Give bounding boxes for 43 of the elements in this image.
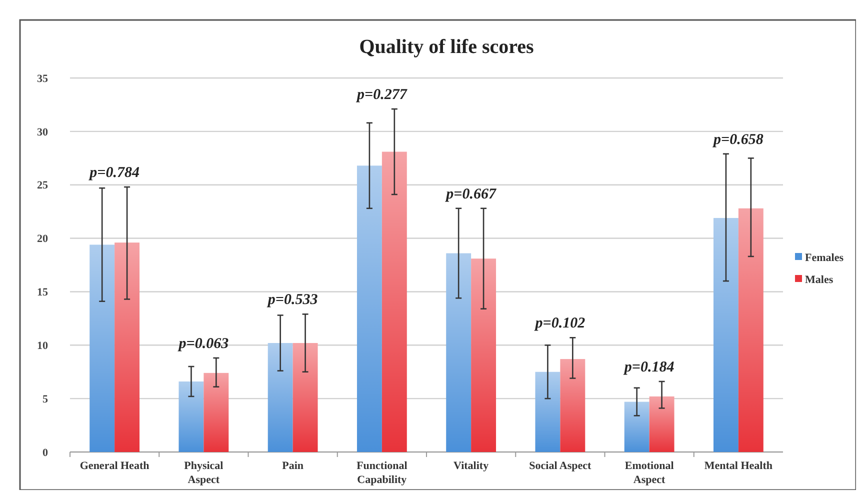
- annotation: p=0.658: [712, 132, 764, 148]
- bar: [356, 166, 382, 452]
- y-tick-label: 35: [37, 72, 48, 85]
- annotation: p=0.102: [533, 316, 586, 332]
- legend-label: Males: [805, 274, 834, 286]
- annotation: p=0.784: [88, 164, 140, 181]
- y-tick-label: 10: [37, 340, 48, 352]
- x-tick-label: Emotional Aspect: [624, 460, 674, 486]
- bar: [535, 372, 560, 452]
- bar: [178, 381, 204, 452]
- bar: [292, 343, 318, 452]
- y-tick-label: 25: [37, 180, 48, 192]
- bar: [738, 208, 764, 452]
- x-tick-label: Functional Capability: [356, 460, 408, 486]
- annotation: p=0.063: [176, 336, 230, 352]
- bar: [649, 396, 674, 452]
- y-tick-label: 5: [42, 393, 48, 406]
- annotation: p=0.533: [266, 292, 318, 308]
- y-tick-label: 0: [42, 446, 48, 459]
- annotation: p=0.184: [622, 359, 675, 376]
- bar: [90, 244, 115, 452]
- chart-title: Quality of life scores: [359, 36, 534, 58]
- x-tick-label: Social Aspect: [529, 460, 592, 472]
- y-tick-label: 15: [37, 286, 48, 299]
- bar: [713, 218, 738, 452]
- bar: [204, 372, 229, 452]
- bar: [446, 253, 472, 452]
- annotation: p=0.277: [355, 86, 408, 103]
- bar: [382, 152, 407, 452]
- x-tick-label: Vitality: [454, 460, 490, 472]
- bar: [114, 242, 140, 452]
- bar: [624, 402, 650, 452]
- bar: [471, 258, 496, 452]
- x-tick-label: Mental Health: [704, 460, 773, 472]
- x-tick-label: Pain: [282, 460, 304, 472]
- annotation: p=0.667: [444, 186, 496, 202]
- bar: [268, 343, 293, 452]
- y-tick-label: 20: [37, 233, 48, 246]
- y-tick-label: 30: [37, 126, 48, 138]
- x-tick-label: Physical Aspect: [184, 460, 224, 486]
- x-tick-label: General Heath: [80, 460, 150, 472]
- bar: [560, 359, 586, 452]
- legend-label: Females: [805, 252, 844, 264]
